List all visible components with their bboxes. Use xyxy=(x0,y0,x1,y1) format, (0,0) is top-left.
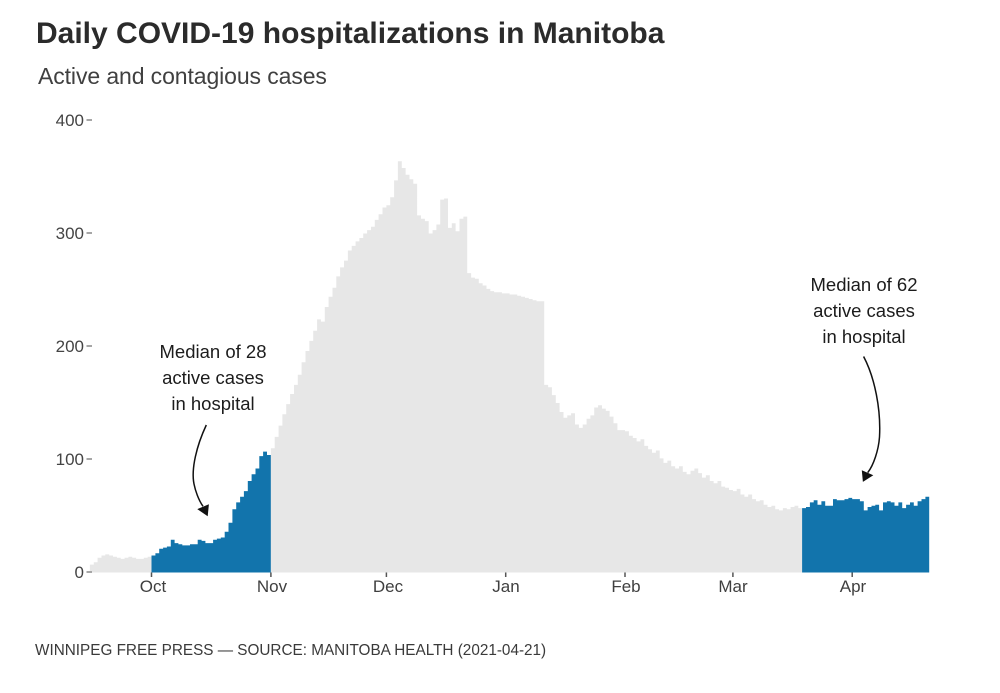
svg-text:Apr: Apr xyxy=(840,577,867,596)
svg-text:in hospital: in hospital xyxy=(171,393,254,414)
svg-text:in hospital: in hospital xyxy=(822,326,905,347)
svg-text:Median of 62: Median of 62 xyxy=(811,274,918,295)
svg-text:0: 0 xyxy=(75,563,84,582)
svg-text:300: 300 xyxy=(56,224,84,243)
svg-text:400: 400 xyxy=(56,111,84,130)
svg-text:200: 200 xyxy=(56,337,84,356)
svg-text:Oct: Oct xyxy=(140,577,167,596)
svg-text:Mar: Mar xyxy=(718,577,748,596)
svg-text:Nov: Nov xyxy=(257,577,288,596)
svg-text:Median of 28: Median of 28 xyxy=(160,341,267,362)
svg-text:Dec: Dec xyxy=(373,577,404,596)
svg-text:Feb: Feb xyxy=(611,577,640,596)
svg-text:active cases: active cases xyxy=(162,367,264,388)
svg-text:active cases: active cases xyxy=(813,300,915,321)
svg-text:Jan: Jan xyxy=(492,577,519,596)
svg-text:100: 100 xyxy=(56,450,84,469)
